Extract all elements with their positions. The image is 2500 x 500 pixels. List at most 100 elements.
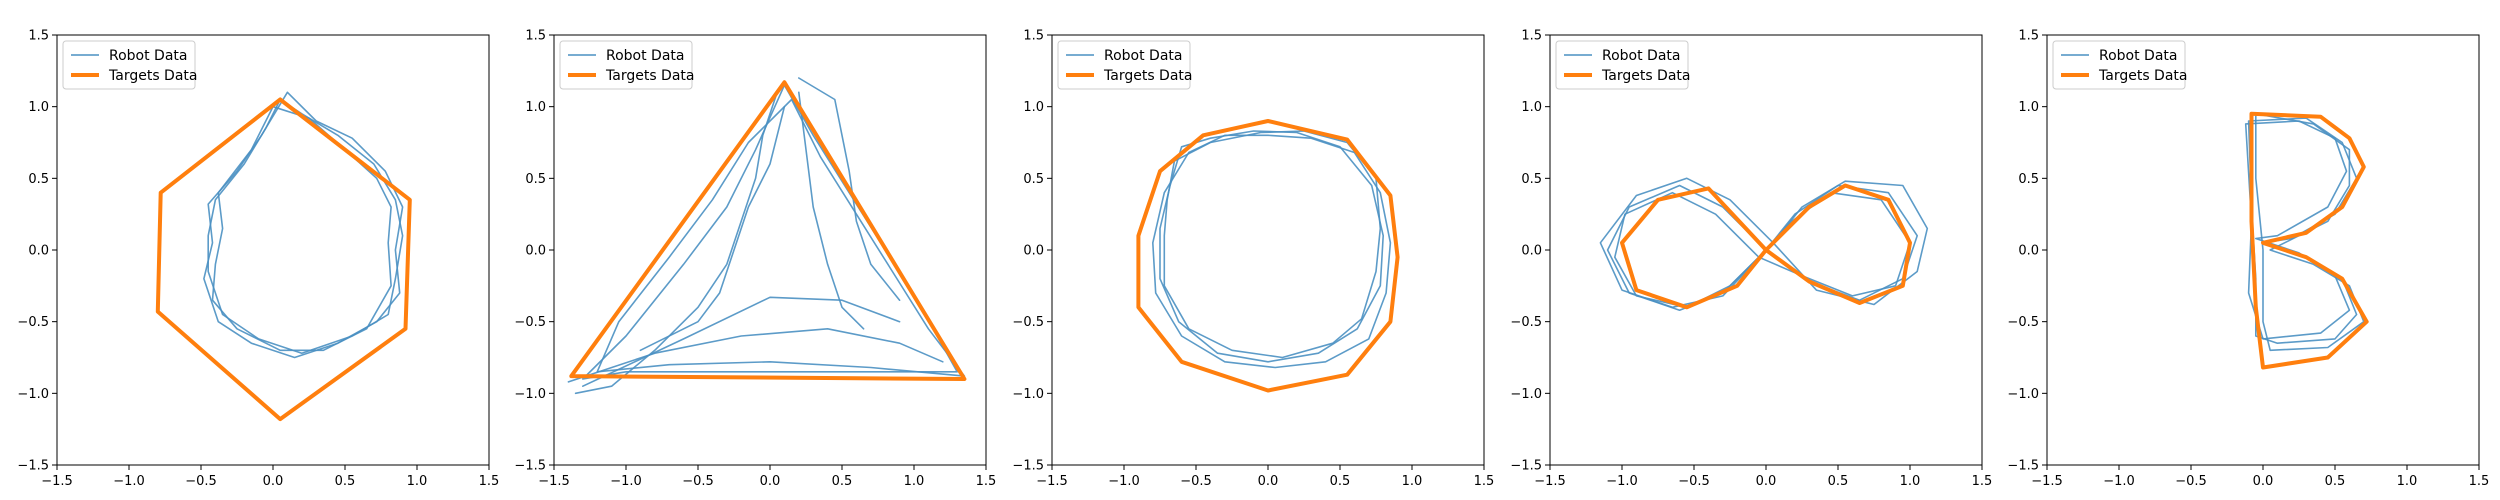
legend-label: Targets Data [605,68,694,84]
robot-data-line [574,91,778,395]
y-tick-label: 1.0 [2018,100,2039,115]
y-tick-label: −0.5 [17,315,49,330]
x-tick-label: 0.5 [335,474,356,489]
x-tick-label: 1.5 [1972,474,1993,489]
chart-panel: −1.5 −1.0 −0.5 0.0 0.5 1.0 1.5 1.5 1.0 0.5 0.0 −0.5… [17,29,499,490]
x-tick-label: 0.0 [2253,474,2274,489]
y-tick-label: 0.0 [2018,244,2039,259]
legend-label: Targets Data [2098,68,2187,84]
y-tick-label: −0.5 [1510,315,1542,330]
y-tick-label: 1.0 [525,100,546,115]
x-tick-label: −1.5 [1534,474,1566,489]
y-tick-label: −1.5 [1012,459,1044,474]
robot-data-line [1159,130,1384,363]
robot-data-line [1163,130,1382,359]
y-tick-label: −1.0 [17,387,49,402]
y-tick-label: 0.5 [1521,172,1542,187]
y-tick-label: −1.0 [2007,387,2039,402]
chart-panel: −1.5 −1.0 −0.5 0.0 0.5 1.0 1.5 1.5 1.0 0.5 0.0 −0.5… [1012,29,1494,490]
x-tick-label: −1.5 [1036,474,1068,489]
x-tick-label: 0.5 [2325,474,2346,489]
x-tick-label: −1.0 [610,474,642,489]
y-tick-label: 0.0 [525,244,546,259]
axes-frame [1051,34,1485,466]
y-tick-label: 1.5 [525,29,546,44]
y-tick-label: 0.5 [1023,172,1044,187]
chart-panel: −1.5 −1.0 −0.5 0.0 0.5 1.0 1.5 1.5 1.0 0.5 0.0 −0.5… [2007,29,2489,490]
x-tick-label: 1.5 [479,474,500,489]
y-tick-label: 0.5 [2018,172,2039,187]
y-tick-label: −1.5 [2007,459,2039,474]
y-tick-label: −0.5 [2007,315,2039,330]
legend-label: Targets Data [1103,68,1192,84]
robot-data-line [1152,134,1392,369]
chart-panel: −1.5 −1.0 −0.5 0.0 0.5 1.0 1.5 1.5 1.0 0.5 0.0 −0.5… [1510,29,1992,490]
legend-label: Robot Data [1104,48,1182,64]
x-tick-label: 1.0 [904,474,925,489]
y-tick-label: −0.5 [1012,315,1044,330]
robot-data-line [1614,191,1911,309]
robot-data-line [211,105,392,352]
y-tick-label: −1.5 [17,459,49,474]
robot-data-line [582,296,901,387]
x-tick-label: 1.5 [1474,474,1495,489]
x-tick-label: 0.5 [1330,474,1351,489]
x-tick-label: −1.5 [41,474,73,489]
x-tick-label: 1.5 [2469,474,2490,489]
legend-label: Targets Data [1601,68,1690,84]
y-tick-label: 0.0 [1023,244,1044,259]
x-tick-label: 0.0 [1258,474,1279,489]
y-tick-label: −1.0 [1012,387,1044,402]
y-tick-label: 0.5 [28,172,49,187]
x-tick-label: 0.0 [760,474,781,489]
robot-data-line [798,91,865,330]
legend-label: Robot Data [109,48,187,64]
x-tick-label: 1.5 [976,474,997,489]
y-tick-label: −1.0 [1510,387,1542,402]
x-tick-label: 0.5 [1828,474,1849,489]
y-tick-label: 0.5 [525,172,546,187]
x-tick-label: −0.5 [2175,474,2207,489]
legend-label: Robot Data [606,48,684,64]
y-tick-label: 1.0 [28,100,49,115]
x-tick-label: 0.5 [832,474,853,489]
x-tick-label: −0.5 [682,474,714,489]
x-tick-label: 0.0 [1756,474,1777,489]
targets-data-line [2249,111,2369,370]
x-tick-label: −1.0 [113,474,145,489]
robot-data-line [582,84,958,380]
y-tick-label: 0.0 [1521,244,1542,259]
robot-data-line [567,328,944,383]
x-tick-label: 1.0 [1900,474,1921,489]
y-tick-label: −1.5 [514,459,546,474]
y-tick-label: 1.5 [2018,29,2039,44]
x-tick-label: −1.0 [2103,474,2135,489]
x-tick-label: 0.0 [263,474,284,489]
y-tick-label: 1.0 [1023,100,1044,115]
x-tick-label: 1.0 [407,474,428,489]
y-tick-label: 1.5 [1521,29,1542,44]
y-tick-label: 0.0 [28,244,49,259]
robot-data-line [798,77,901,301]
y-tick-label: 1.5 [28,29,49,44]
y-tick-label: 1.5 [1023,29,1044,44]
robot-data-line [639,105,786,352]
x-tick-label: 1.0 [2397,474,2418,489]
targets-data-line [155,97,412,422]
robot-data-line [2255,113,2365,352]
x-tick-label: −1.0 [1606,474,1638,489]
x-tick-label: −0.5 [1678,474,1710,489]
y-tick-label: 1.0 [1521,100,1542,115]
y-tick-label: −0.5 [514,315,546,330]
robot-data-line [596,98,966,377]
x-tick-label: 1.0 [1402,474,1423,489]
legend-label: Targets Data [108,68,197,84]
legend-label: Robot Data [1602,48,1680,64]
y-tick-label: −1.5 [1510,459,1542,474]
axes-frame [56,34,490,466]
targets-data-line [1136,119,1400,393]
robot-data-line [207,98,404,354]
y-tick-label: −1.0 [514,387,546,402]
legend-label: Robot Data [2099,48,2177,64]
